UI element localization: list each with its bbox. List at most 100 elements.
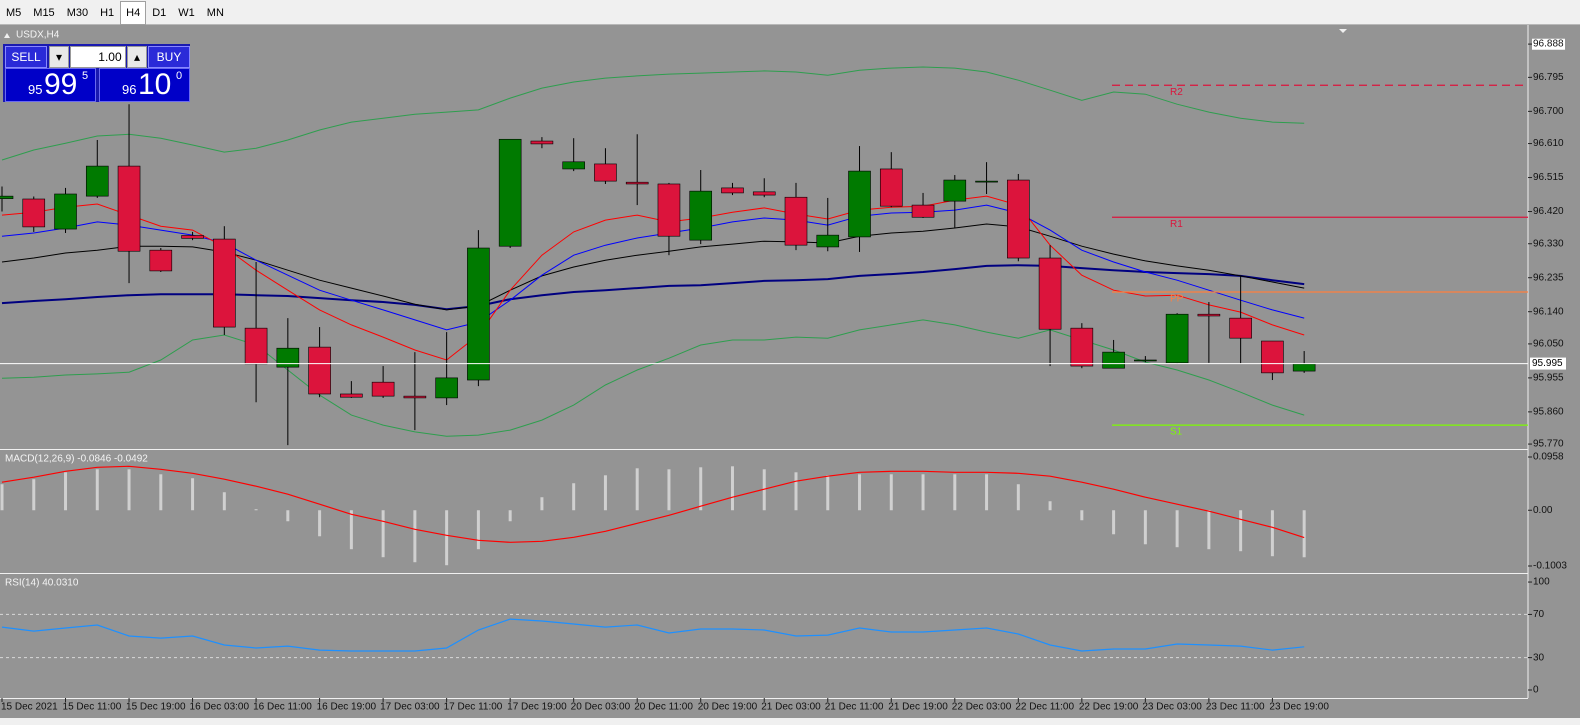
buy-button[interactable]: BUY bbox=[148, 46, 190, 68]
y-tick-label: 0 bbox=[1533, 685, 1539, 696]
x-tick-label: 20 Dec 11:00 bbox=[634, 702, 693, 713]
x-tick-label: 17 Dec 11:00 bbox=[444, 702, 503, 713]
y-tick-label: 96.330 bbox=[1533, 238, 1564, 249]
y-tick-label: 70 bbox=[1533, 609, 1545, 620]
x-tick-label: 23 Dec 19:00 bbox=[1269, 702, 1329, 713]
ask-small: 0 bbox=[176, 70, 183, 82]
x-tick-label: 23 Dec 03:00 bbox=[1142, 702, 1202, 713]
candle-body bbox=[181, 235, 204, 239]
panel-title: MACD(12,26,9) -0.0846 -0.0492 bbox=[5, 454, 148, 465]
candle-body bbox=[1261, 340, 1284, 374]
candle-body bbox=[943, 179, 967, 202]
candle-body bbox=[22, 198, 46, 228]
candle-body bbox=[625, 181, 649, 185]
bid-price[interactable]: 95 99 5 bbox=[5, 68, 96, 102]
y-tick-label: 30 bbox=[1533, 652, 1545, 663]
y-tick-label: 96.050 bbox=[1533, 339, 1564, 350]
current-price-label: 95.995 bbox=[1532, 358, 1563, 369]
candle-body bbox=[1007, 179, 1030, 259]
x-tick-label: 15 Dec 2021 bbox=[1, 702, 58, 713]
status-strip bbox=[0, 718, 1580, 725]
candle-body bbox=[1102, 351, 1125, 369]
timeframe-button[interactable]: M30 bbox=[66, 7, 89, 19]
ask-price[interactable]: 96 10 0 bbox=[99, 68, 190, 102]
candle-body bbox=[1292, 363, 1316, 372]
candle-body bbox=[308, 346, 331, 395]
timeframe-button[interactable]: M5 bbox=[6, 7, 22, 19]
candle-body bbox=[594, 163, 617, 182]
lot-down[interactable]: ▾ bbox=[49, 46, 69, 68]
candle-body bbox=[244, 327, 268, 365]
x-tick-label: 17 Dec 19:00 bbox=[507, 702, 567, 713]
bid-small: 5 bbox=[82, 70, 89, 82]
candle-body bbox=[85, 165, 109, 197]
timeframe-button[interactable]: D1 bbox=[152, 7, 167, 19]
y-tick-label: 96.140 bbox=[1533, 306, 1564, 317]
candle-body bbox=[530, 140, 554, 145]
candle-body bbox=[213, 238, 236, 328]
x-tick-label: 21 Dec 19:00 bbox=[888, 702, 948, 713]
y-tick-label: 95.770 bbox=[1533, 439, 1564, 450]
x-tick-label: 20 Dec 19:00 bbox=[698, 702, 758, 713]
candle-body bbox=[848, 170, 871, 238]
x-tick-label: 15 Dec 19:00 bbox=[126, 702, 186, 713]
timeframe-button[interactable]: MN bbox=[206, 7, 224, 19]
pivot-label: S1 bbox=[1170, 427, 1183, 438]
x-tick-label: 23 Dec 11:00 bbox=[1206, 702, 1265, 713]
shift-marker bbox=[1339, 29, 1347, 33]
x-tick-label: 22 Dec 19:00 bbox=[1079, 702, 1139, 713]
candle-body bbox=[435, 377, 458, 399]
candle-body bbox=[403, 395, 427, 399]
panel-title: USDX,H4 bbox=[16, 30, 60, 41]
bid-main: 99 bbox=[44, 68, 78, 101]
candle-body bbox=[689, 190, 713, 241]
x-tick-label: 22 Dec 03:00 bbox=[952, 702, 1012, 713]
y-tick-label: -0.1003 bbox=[1533, 561, 1567, 572]
y-tick-label: 96.515 bbox=[1533, 172, 1564, 183]
candle-body bbox=[371, 381, 395, 397]
candle-body bbox=[0, 195, 14, 199]
lot-input[interactable]: 1.00 bbox=[70, 46, 126, 68]
timeframe-button[interactable]: W1 bbox=[178, 7, 195, 19]
pivot-label: R2 bbox=[1170, 87, 1183, 98]
ask-main: 10 bbox=[138, 68, 172, 101]
candle-body bbox=[721, 187, 744, 194]
y-tick-label: 100 bbox=[1533, 577, 1550, 588]
tick-highlight bbox=[1532, 38, 1566, 50]
y-tick-label: 96.610 bbox=[1533, 138, 1564, 149]
candle-body bbox=[562, 161, 585, 170]
candle-body bbox=[911, 204, 935, 218]
timeframe-button[interactable]: M15 bbox=[33, 7, 55, 19]
x-tick-label: 17 Dec 03:00 bbox=[380, 702, 440, 713]
y-tick-label: 96.420 bbox=[1533, 206, 1564, 217]
candle-body bbox=[879, 168, 903, 207]
candle-body bbox=[1229, 317, 1252, 339]
candle-body bbox=[1197, 313, 1221, 317]
candle-body bbox=[784, 196, 808, 246]
collapse-icon bbox=[4, 33, 10, 38]
lot-value: 1.00 bbox=[98, 50, 122, 64]
x-tick-label: 21 Dec 11:00 bbox=[825, 702, 884, 713]
candle-body bbox=[657, 183, 681, 237]
x-tick-label: 16 Dec 11:00 bbox=[253, 702, 312, 713]
candle-body bbox=[340, 393, 363, 398]
rsi-line bbox=[1, 618, 1305, 652]
timeframe-button[interactable]: H1 bbox=[100, 7, 115, 19]
candle-body bbox=[117, 165, 141, 252]
lot-up[interactable]: ▴ bbox=[127, 46, 147, 68]
x-tick-label: 15 Dec 11:00 bbox=[63, 702, 122, 713]
y-tick-label: 0.0958 bbox=[1533, 452, 1564, 463]
timeframe-button[interactable]: H4 bbox=[120, 1, 147, 25]
y-tick-label: 96.235 bbox=[1533, 272, 1564, 283]
sell-button[interactable]: SELL bbox=[5, 46, 47, 68]
x-tick-label: 16 Dec 19:00 bbox=[317, 702, 377, 713]
candle-body bbox=[752, 191, 776, 196]
candle-body bbox=[149, 249, 173, 272]
pivot-label: PP bbox=[1170, 294, 1184, 305]
y-tick-label: 95.860 bbox=[1533, 407, 1564, 418]
x-tick-label: 21 Dec 03:00 bbox=[761, 702, 821, 713]
candle-body bbox=[498, 138, 522, 247]
panel-plot: R2 R1 PP S1 bbox=[0, 66, 1528, 446]
panel-title: RSI(14) 40.0310 bbox=[5, 578, 79, 589]
